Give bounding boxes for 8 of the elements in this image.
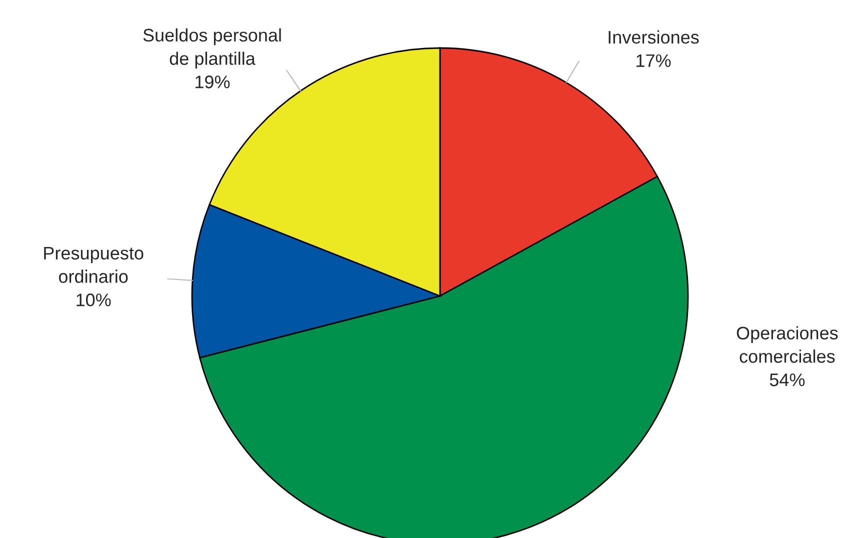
slice-label: Operaciones comerciales: [736, 326, 838, 363]
slice-label: Sueldos personal de plantilla: [143, 28, 281, 69]
data-label: 19%: [196, 76, 230, 88]
slice-label: Inversiones: [608, 30, 699, 44]
data-label: 54%: [770, 374, 805, 386]
slice-label: Presupuesto ordinario: [44, 246, 144, 283]
data-label: 10%: [76, 294, 111, 306]
data-label: 17%: [636, 54, 671, 67]
